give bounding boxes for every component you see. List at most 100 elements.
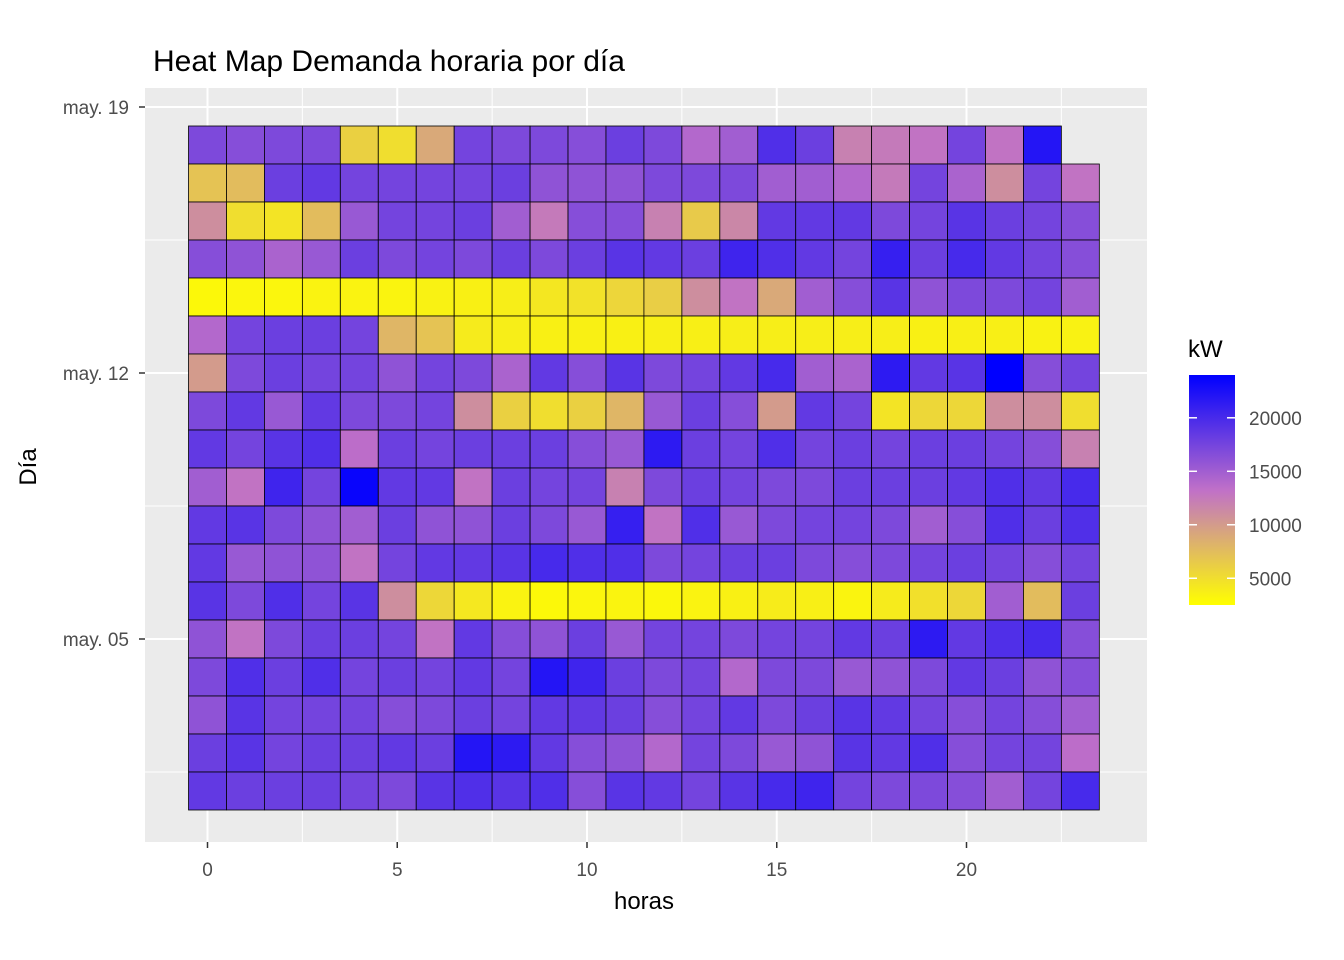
heatmap-cell xyxy=(415,505,455,545)
legend-colorbar xyxy=(1189,375,1235,605)
heatmap-cell xyxy=(795,429,835,469)
heatmap-cell xyxy=(871,695,910,735)
heatmap-cell xyxy=(377,239,417,279)
x-axis-title: horas xyxy=(614,888,674,915)
heatmap-cell xyxy=(377,125,417,165)
heatmap-cell xyxy=(871,733,910,773)
heatmap-cell xyxy=(1060,505,1100,545)
heatmap-cell xyxy=(1060,619,1100,659)
heatmap-cell xyxy=(757,277,797,317)
heatmap-cell xyxy=(909,163,948,203)
heatmap-cell xyxy=(491,239,531,279)
heatmap-cell xyxy=(985,163,1024,203)
legend-tick-label: 10000 xyxy=(1249,516,1302,537)
heatmap-cell xyxy=(567,695,607,735)
heatmap-cell xyxy=(947,353,986,393)
heatmap-cell xyxy=(529,581,569,621)
heatmap-cell xyxy=(529,315,569,355)
heatmap-cell xyxy=(226,657,265,697)
heatmap-cell xyxy=(795,543,835,583)
heatmap-cell xyxy=(188,467,227,507)
heatmap-cell xyxy=(909,315,948,355)
heatmap-cell xyxy=(491,391,531,431)
heatmap-cell xyxy=(377,163,417,203)
heatmap-cell xyxy=(947,277,986,317)
heatmap-cell xyxy=(833,391,873,431)
heatmap-cell xyxy=(643,239,683,279)
heatmap-cell xyxy=(871,771,910,811)
heatmap-cell xyxy=(1023,125,1062,165)
heatmap-cell xyxy=(491,353,531,393)
heatmap-cell xyxy=(188,163,227,203)
heatmap-cell xyxy=(415,429,455,469)
heatmap-cell xyxy=(1060,391,1100,431)
heatmap-cell xyxy=(985,201,1024,241)
heatmap-cell xyxy=(301,771,341,811)
heatmap-cell xyxy=(188,391,227,431)
heatmap-cell xyxy=(643,391,683,431)
heatmap-cell xyxy=(453,315,493,355)
heatmap-cell xyxy=(415,733,455,773)
heatmap-cell xyxy=(377,315,417,355)
heatmap-cell xyxy=(1060,733,1100,773)
heatmap-cell xyxy=(643,201,683,241)
heatmap-cell xyxy=(529,657,569,697)
heatmap-cell xyxy=(453,429,493,469)
heatmap-cell xyxy=(491,467,531,507)
heatmap-cell xyxy=(301,543,341,583)
heatmap-cell xyxy=(339,619,379,659)
heatmap-cell xyxy=(264,581,303,621)
heatmap-cell xyxy=(643,163,683,203)
heatmap-cell xyxy=(719,733,759,773)
heatmap-cell xyxy=(1023,201,1062,241)
heatmap-cell xyxy=(415,125,455,165)
heatmap-cell xyxy=(1023,239,1062,279)
heatmap-cell xyxy=(909,429,948,469)
heatmap-cell xyxy=(985,353,1024,393)
heatmap-cell xyxy=(415,391,455,431)
heatmap-cell xyxy=(301,467,341,507)
heatmap-cell xyxy=(1060,467,1100,507)
heatmap-cell xyxy=(681,695,721,735)
heatmap-cell xyxy=(339,505,379,545)
heatmap-cell xyxy=(833,771,873,811)
heatmap-cell xyxy=(985,543,1024,583)
heatmap-cell xyxy=(1023,733,1062,773)
heatmap-cells xyxy=(188,125,1100,811)
heatmap-cell xyxy=(301,429,341,469)
y-axis: may. 19 may. 12 may. 05 xyxy=(63,98,145,651)
heatmap-cell xyxy=(226,125,265,165)
heatmap-cell xyxy=(491,581,531,621)
heatmap-cell xyxy=(681,771,721,811)
x-tick-label: 5 xyxy=(392,860,403,881)
heatmap-cell xyxy=(339,543,379,583)
heatmap-cell xyxy=(264,733,303,773)
heatmap-cell xyxy=(1060,239,1100,279)
heatmap-cell xyxy=(453,619,493,659)
heatmap-cell xyxy=(301,733,341,773)
heatmap-cell xyxy=(605,163,645,203)
heatmap-cell xyxy=(453,239,493,279)
heatmap-cell xyxy=(909,239,948,279)
x-tick-label: 0 xyxy=(202,860,213,881)
heatmap-cell xyxy=(301,657,341,697)
heatmap-cell xyxy=(1023,771,1062,811)
heatmap-cell xyxy=(188,581,227,621)
heatmap-cell xyxy=(605,467,645,507)
heatmap-cell xyxy=(643,277,683,317)
heatmap-cell xyxy=(871,657,910,697)
heatmap-cell xyxy=(226,505,265,545)
heatmap-cell xyxy=(947,201,986,241)
heatmap-cell xyxy=(264,201,303,241)
heatmap-cell xyxy=(605,505,645,545)
heatmap-cell xyxy=(605,315,645,355)
heatmap-cell xyxy=(188,125,227,165)
heatmap-cell xyxy=(605,657,645,697)
heatmap-cell xyxy=(567,467,607,507)
heatmap-cell xyxy=(719,429,759,469)
heatmap-cell xyxy=(947,315,986,355)
heatmap-cell xyxy=(188,201,227,241)
heatmap-cell xyxy=(377,771,417,811)
heatmap-cell xyxy=(833,125,873,165)
heatmap-cell xyxy=(453,657,493,697)
